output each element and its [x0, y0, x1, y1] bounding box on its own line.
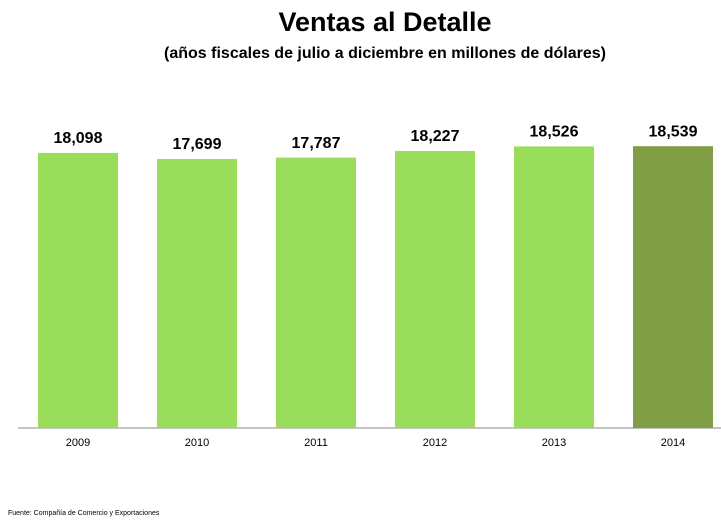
x-tick-label: 2014 — [661, 437, 685, 449]
chart-title: Ventas al Detalle — [278, 7, 491, 37]
bar — [514, 146, 594, 429]
bar — [157, 158, 237, 428]
bar — [633, 146, 713, 428]
x-tick-label: 2010 — [185, 437, 209, 449]
x-tick-label: 2009 — [66, 437, 90, 449]
x-tick-label: 2012 — [423, 437, 447, 449]
x-tick-label: 2013 — [542, 437, 566, 449]
value-label: 17,787 — [292, 135, 341, 152]
bar — [38, 152, 118, 428]
source-note: Fuente: Compañía de Comercio y Exportaci… — [8, 510, 160, 517]
value-label: 18,227 — [411, 128, 460, 145]
x-tick-label: 2011 — [304, 437, 328, 449]
value-label: 18,539 — [649, 123, 698, 140]
bar — [276, 157, 356, 428]
value-label: 18,098 — [54, 130, 103, 147]
bar — [395, 150, 475, 429]
value-label: 17,699 — [173, 136, 222, 153]
chart-subtitle: (años fiscales de julio a diciembre en m… — [164, 45, 606, 62]
value-label: 18,526 — [530, 124, 579, 141]
